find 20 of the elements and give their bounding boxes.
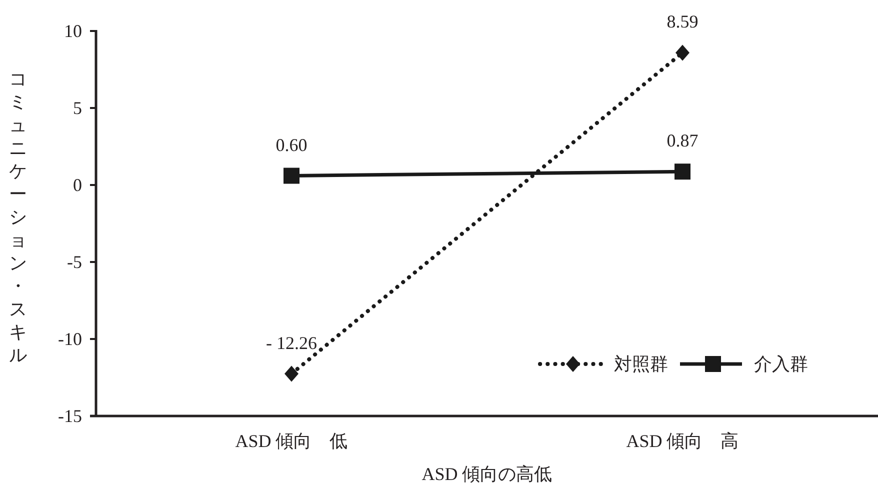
- point: [674, 164, 690, 180]
- y-tick-label: -5: [67, 252, 82, 272]
- y-tick-label: 10: [64, 21, 82, 41]
- x-axis-title: ASD 傾向の高低: [422, 464, 552, 484]
- y-tick-label: -10: [58, 329, 82, 349]
- legend-label: 介入群: [754, 354, 808, 374]
- data-label: 8.59: [666, 12, 698, 32]
- y-tick-label: -15: [58, 406, 82, 426]
- data-label: 0.87: [666, 130, 698, 151]
- legend-label: 対照群: [614, 354, 668, 374]
- data-label: - 12.26: [266, 332, 317, 353]
- text: コミュニケーション・スキル: [9, 69, 27, 365]
- y-tick-label: 0: [73, 175, 82, 195]
- data-label: 0.60: [276, 134, 308, 155]
- x-tick-label: ASD 傾向 低: [235, 431, 348, 451]
- point: [284, 366, 298, 382]
- point: [676, 44, 690, 61]
- y-tick-label: 5: [73, 98, 82, 118]
- x-tick-label: ASD 傾向 高: [626, 431, 739, 451]
- point: [284, 168, 300, 184]
